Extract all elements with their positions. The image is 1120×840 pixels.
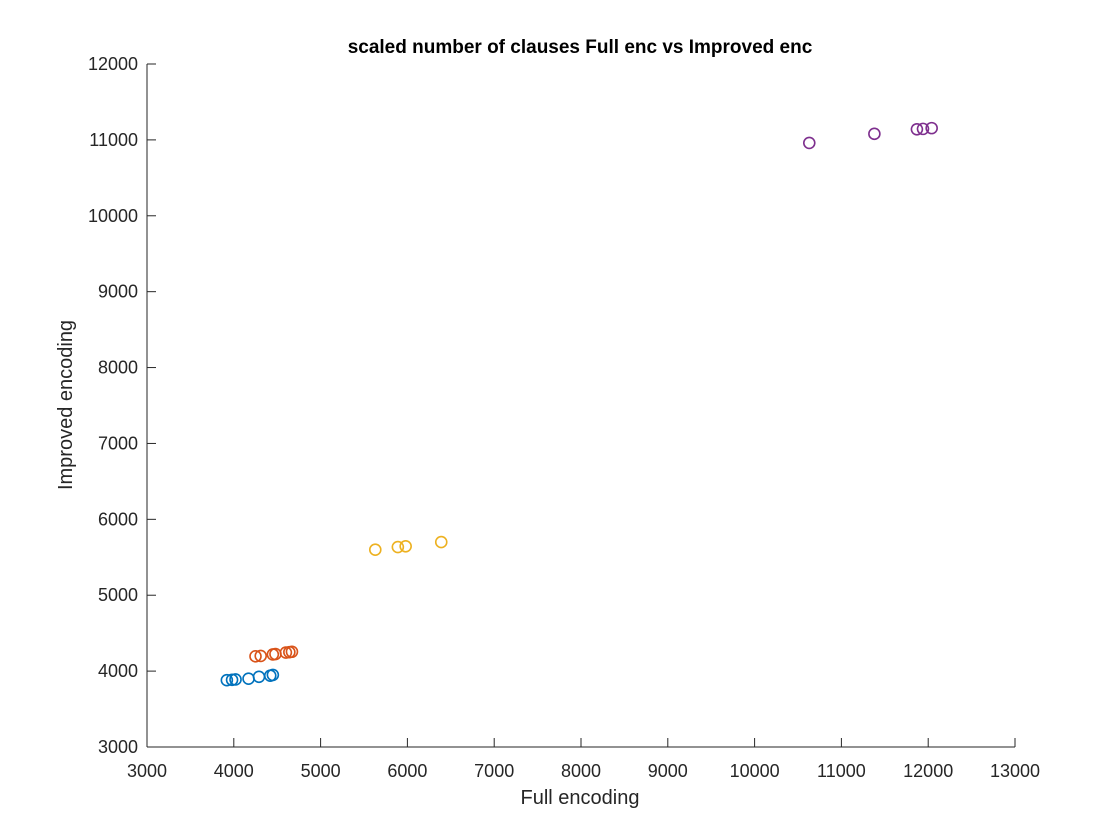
series-2 [249, 645, 299, 663]
data-points [220, 121, 938, 687]
y-tick-label: 6000 [98, 509, 138, 529]
x-tick-label: 3000 [127, 761, 167, 781]
series-3 [368, 535, 448, 556]
data-point [910, 122, 924, 136]
series-1 [220, 668, 280, 687]
series-4 [802, 121, 938, 150]
axes [146, 64, 1015, 748]
y-axis-ticks: 3000 4000 5000 6000 7000 8000 9000 10000 11000 12… [88, 54, 156, 757]
chart-title: scaled number of clauses Full enc vs Imp… [348, 37, 813, 58]
y-tick-label: 12000 [88, 54, 138, 74]
y-tick-label: 11000 [89, 130, 138, 150]
data-point [802, 136, 816, 150]
data-point [285, 645, 299, 659]
x-tick-label: 10000 [730, 761, 780, 781]
x-tick-label: 4000 [214, 761, 254, 781]
data-point [252, 670, 266, 684]
x-axis-ticks: 3000 4000 5000 6000 7000 8000 9000 10000 11000 12… [127, 738, 1040, 781]
data-point [391, 540, 405, 554]
data-point [220, 673, 234, 687]
y-tick-label: 9000 [98, 282, 138, 302]
x-tick-label: 13000 [990, 761, 1040, 781]
y-tick-label: 8000 [98, 358, 138, 378]
data-point [249, 650, 262, 663]
x-axis-label: Full encoding [521, 787, 640, 809]
y-tick-label: 5000 [98, 585, 138, 605]
x-tick-label: 6000 [387, 761, 427, 781]
x-tick-label: 8000 [561, 761, 601, 781]
x-tick-label: 7000 [474, 761, 514, 781]
x-tick-label: 12000 [903, 761, 953, 781]
y-tick-label: 7000 [98, 433, 138, 453]
x-tick-label: 5000 [301, 761, 341, 781]
data-point [916, 122, 930, 136]
data-point [868, 127, 881, 141]
data-point [925, 121, 938, 135]
data-point [229, 673, 242, 686]
y-axis-label: Improved encoding [55, 320, 77, 490]
data-point [266, 668, 280, 682]
data-point [242, 672, 255, 686]
y-tick-label: 4000 [98, 661, 138, 681]
y-tick-label: 10000 [88, 206, 138, 226]
x-tick-label: 9000 [648, 761, 688, 781]
y-tick-label: 3000 [98, 737, 138, 757]
data-point [368, 543, 382, 556]
x-tick-label: 11000 [817, 761, 866, 781]
data-point [254, 649, 268, 663]
data-point [399, 539, 412, 553]
data-point [434, 535, 448, 549]
